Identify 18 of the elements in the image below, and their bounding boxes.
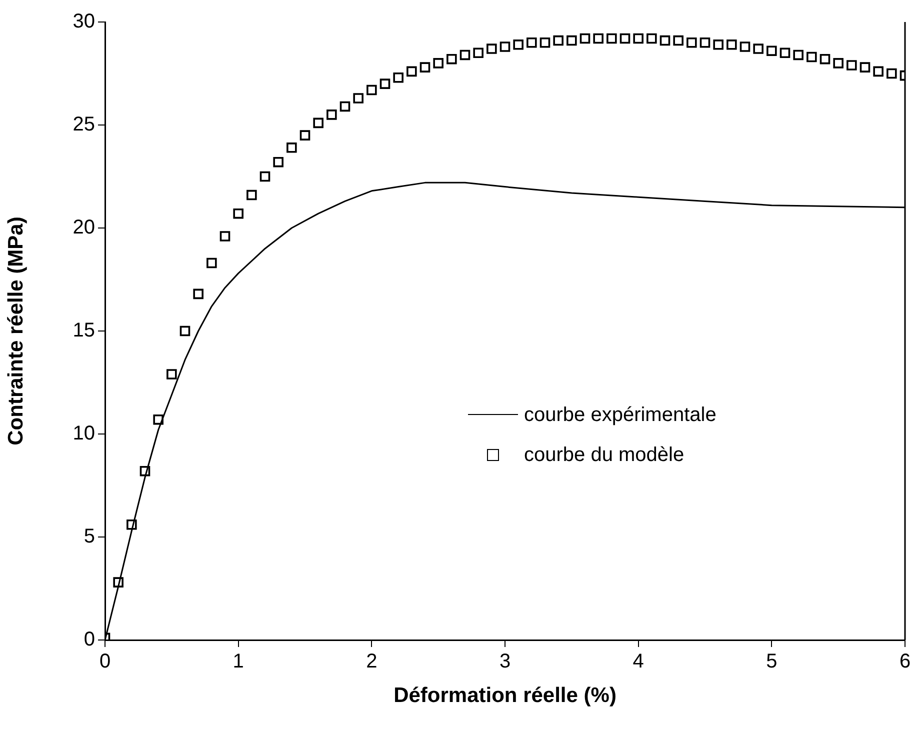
- x-tick-label: 2: [366, 650, 378, 673]
- y-tick-label: 20: [72, 216, 95, 239]
- y-tick-label: 10: [72, 422, 95, 445]
- x-tick-label: 0: [99, 650, 111, 673]
- legend-label: courbe du modèle: [524, 444, 684, 466]
- x-tick-label: 5: [766, 650, 778, 673]
- y-tick-label: 30: [72, 10, 95, 33]
- y-tick-label: 15: [72, 320, 95, 342]
- x-tick-label: 1: [232, 650, 244, 673]
- y-tick-label: 0: [84, 628, 95, 651]
- x-axis-title: Déformation réelle (%): [394, 684, 616, 708]
- legend-label: courbe expérimentale: [524, 404, 716, 426]
- x-tick-label: 6: [899, 650, 911, 673]
- y-tick-label: 25: [72, 114, 95, 136]
- x-tick-label: 3: [499, 650, 511, 673]
- y-tick-label: 5: [84, 526, 95, 548]
- x-tick-label: 4: [632, 650, 644, 673]
- y-axis-title: Contrainte réelle (MPa): [4, 216, 28, 446]
